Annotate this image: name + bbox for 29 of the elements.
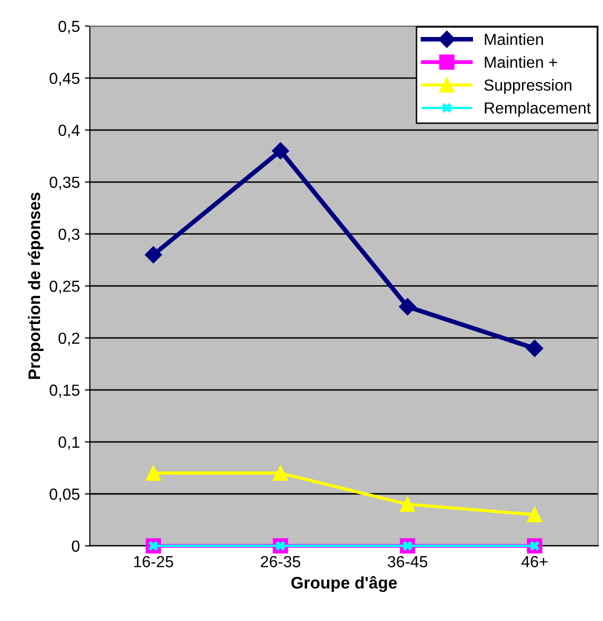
- legend-label: Maintien: [484, 33, 543, 45]
- point: [146, 465, 162, 481]
- legend-label: Remplacement: [484, 102, 591, 117]
- y-axis-title: Proportion de réponses: [28, 192, 44, 379]
- x-tick-label: 26-35: [260, 556, 300, 568]
- point: [272, 465, 288, 481]
- y-tick-label: 0: [72, 540, 80, 552]
- x-tick-label: 46+: [521, 556, 548, 568]
- point: [400, 496, 416, 512]
- legend-label: Maintien +: [484, 56, 557, 68]
- y-tick-label: 0,45: [50, 72, 80, 86]
- y-tick-label: 0,5: [58, 20, 80, 34]
- y-tick-label: 0,25: [50, 280, 80, 294]
- x-axis-title: Groupe d'âge: [291, 576, 397, 592]
- point: [526, 507, 542, 522]
- x-tick-label: 16-25: [134, 556, 174, 568]
- y-tick-label: 0,1: [58, 436, 80, 450]
- y-tick-label: 0,3: [58, 228, 80, 242]
- legend-label: Suppression: [484, 79, 572, 94]
- point: [526, 340, 544, 357]
- y-tick-label: 0,05: [50, 488, 80, 502]
- y-tick-label: 0,15: [50, 384, 80, 398]
- y-tick-label: 0,35: [50, 176, 80, 190]
- x-tick-label: 36-45: [388, 556, 428, 568]
- y-tick-label: 0,4: [58, 124, 80, 138]
- point: [399, 298, 416, 316]
- y-tick-label: 0,2: [58, 332, 80, 346]
- point: [272, 142, 290, 160]
- point: [144, 246, 162, 264]
